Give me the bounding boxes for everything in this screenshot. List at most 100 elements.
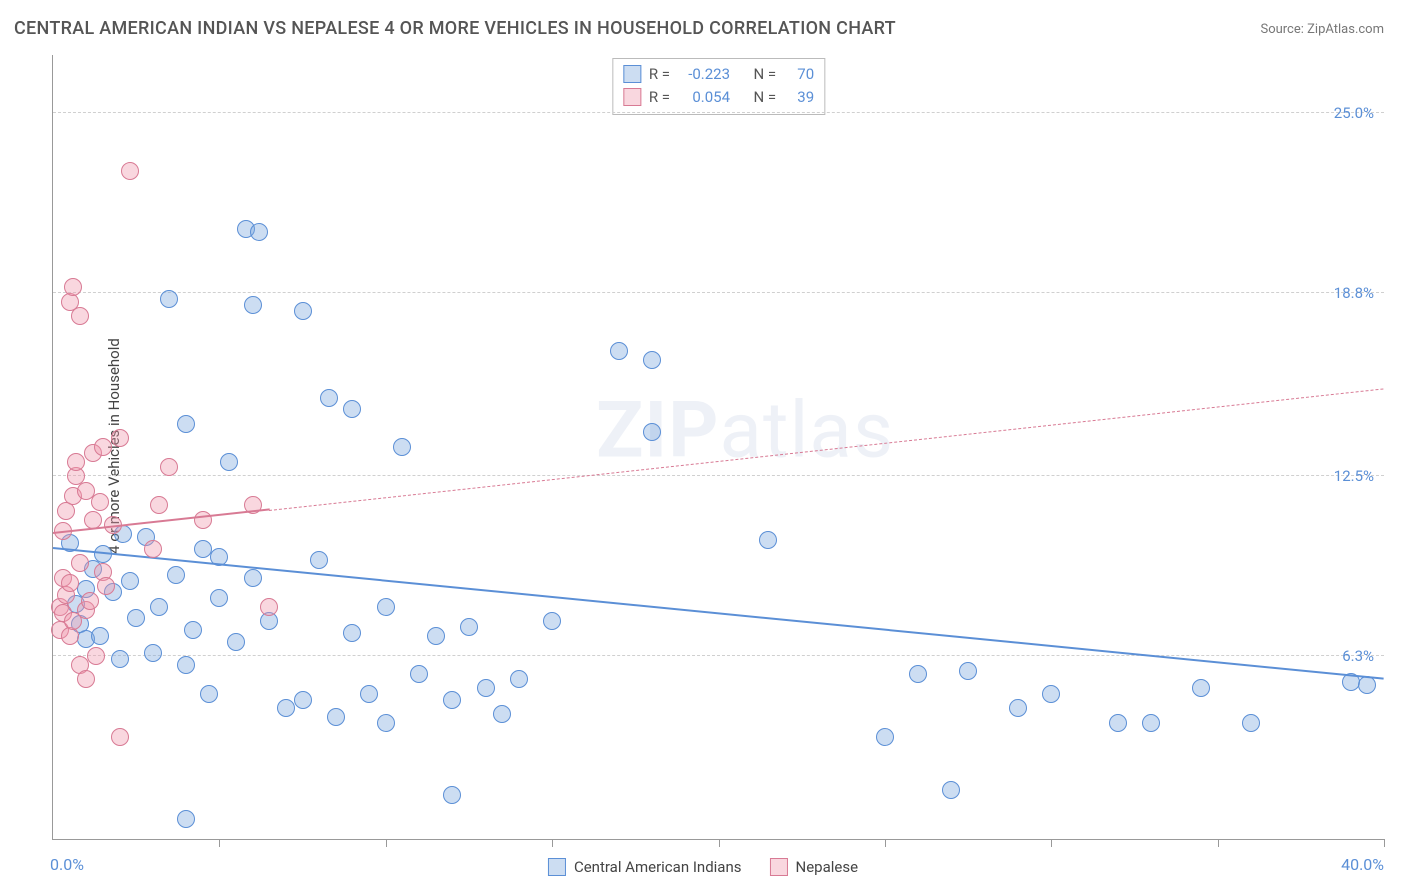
data-point (759, 531, 777, 549)
data-point (160, 290, 178, 308)
data-point (87, 647, 105, 665)
data-point (177, 810, 195, 828)
y-tick-label: 18.8% (1334, 284, 1374, 302)
data-point (876, 728, 894, 746)
data-point (294, 302, 312, 320)
stats-legend: R = -0.223 N = 70 R = 0.054 N = 39 (612, 58, 825, 115)
data-point (493, 705, 511, 723)
source-attribution: Source: ZipAtlas.com (1260, 22, 1384, 37)
data-point (127, 609, 145, 627)
data-point (150, 496, 168, 514)
data-point (81, 592, 99, 610)
legend-swatch (623, 65, 641, 83)
data-point (1009, 699, 1027, 717)
data-point (294, 691, 312, 709)
data-point (111, 728, 129, 746)
x-tick (552, 839, 553, 847)
series-legend: Central American Indians Nepalese (548, 858, 858, 876)
data-point (460, 618, 478, 636)
data-point (97, 577, 115, 595)
data-point (643, 423, 661, 441)
legend-label: Nepalese (795, 858, 858, 876)
legend-label: Central American Indians (574, 858, 742, 876)
legend-swatch (769, 858, 787, 876)
x-tick (1218, 839, 1219, 847)
legend-item: Nepalese (769, 858, 858, 876)
source-link[interactable]: ZipAtlas.com (1307, 22, 1384, 37)
data-point (320, 389, 338, 407)
gridline (53, 475, 1384, 476)
data-point (959, 662, 977, 680)
data-point (360, 685, 378, 703)
x-tick (1051, 839, 1052, 847)
gridline (53, 112, 1384, 113)
data-point (194, 540, 212, 558)
y-tick-label: 12.5% (1334, 467, 1374, 485)
y-tick-label: 6.3% (1342, 647, 1374, 665)
data-point (111, 650, 129, 668)
x-tick (885, 839, 886, 847)
data-point (510, 670, 528, 688)
data-point (167, 566, 185, 584)
r-value: 0.054 (678, 86, 730, 109)
r-label: R = (649, 63, 670, 86)
data-point (909, 665, 927, 683)
data-point (94, 438, 112, 456)
r-label: R = (649, 86, 670, 109)
data-point (427, 627, 445, 645)
gridline (53, 655, 1384, 656)
data-point (942, 781, 960, 799)
data-point (177, 656, 195, 674)
data-point (543, 612, 561, 630)
x-tick (1384, 839, 1385, 847)
data-point (610, 342, 628, 360)
data-point (377, 714, 395, 732)
data-point (61, 574, 79, 592)
trend-line (269, 388, 1384, 511)
x-axis-min-label: 0.0% (50, 855, 84, 874)
data-point (200, 685, 218, 703)
data-point (210, 589, 228, 607)
data-point (144, 540, 162, 558)
data-point (1109, 714, 1127, 732)
data-point (393, 438, 411, 456)
data-point (227, 633, 245, 651)
data-point (260, 598, 278, 616)
x-tick (719, 839, 720, 847)
data-point (250, 223, 268, 241)
stats-row: R = 0.054 N = 39 (623, 86, 814, 109)
data-point (1042, 685, 1060, 703)
data-point (77, 670, 95, 688)
data-point (244, 296, 262, 314)
data-point (177, 415, 195, 433)
legend-swatch (548, 858, 566, 876)
data-point (121, 572, 139, 590)
gridline (53, 292, 1384, 293)
data-point (194, 511, 212, 529)
data-point (244, 569, 262, 587)
data-point (111, 429, 129, 447)
r-value: -0.223 (678, 63, 730, 86)
n-label: N = (754, 63, 777, 86)
trend-line (53, 547, 1384, 680)
data-point (91, 493, 109, 511)
data-point (67, 453, 85, 471)
data-point (144, 644, 162, 662)
n-value: 70 (784, 63, 814, 86)
data-point (1142, 714, 1160, 732)
data-point (343, 400, 361, 418)
n-label: N = (754, 86, 777, 109)
data-point (327, 708, 345, 726)
data-point (477, 679, 495, 697)
data-point (443, 691, 461, 709)
scatter-chart: ZIPatlas R =-0.223 N =70R =0.054 N =39 6… (52, 55, 1384, 840)
data-point (184, 621, 202, 639)
data-point (1358, 676, 1376, 694)
x-tick (219, 839, 220, 847)
n-value: 39 (784, 86, 814, 109)
data-point (377, 598, 395, 616)
data-point (310, 551, 328, 569)
data-point (1192, 679, 1210, 697)
legend-swatch (623, 88, 641, 106)
data-point (71, 307, 89, 325)
